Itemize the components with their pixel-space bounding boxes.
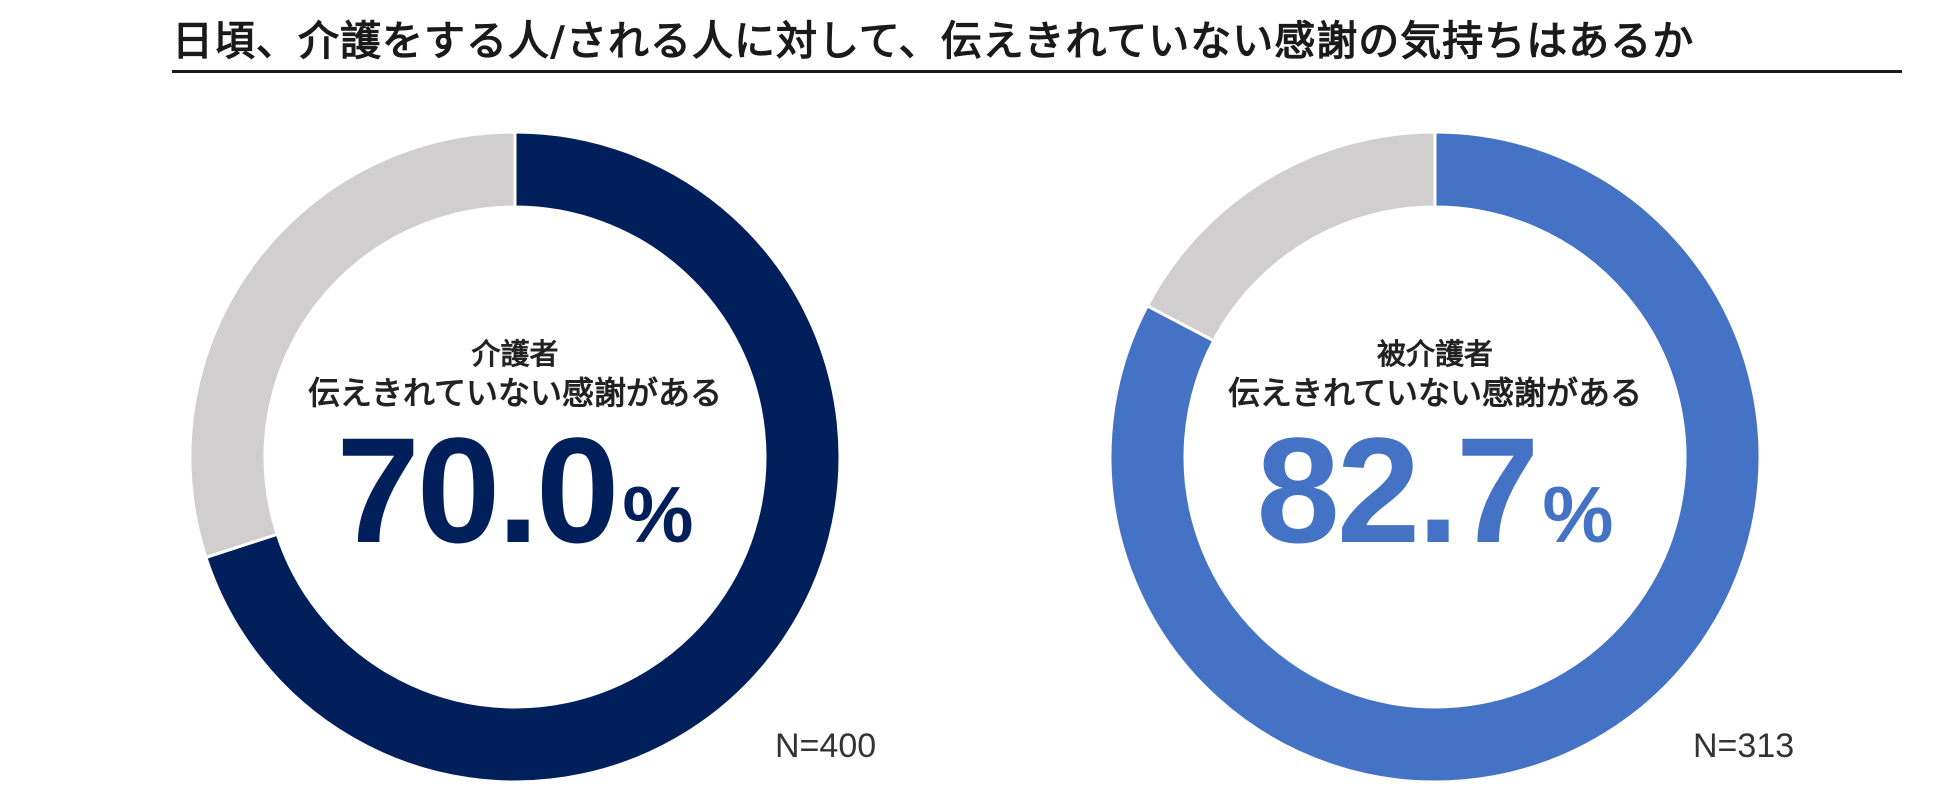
caregiver-percent-value: 70.0 [336, 406, 619, 574]
care-receiver-grateful-slice [1108, 130, 1762, 784]
caregiver-percent: 70.0% [265, 415, 765, 613]
caregiver-donut-svg [188, 130, 842, 784]
care-receiver-percent-unit: % [1542, 470, 1614, 559]
caregiver-sample-size: N=400 [775, 727, 877, 765]
caregiver-percent-unit: % [622, 470, 694, 559]
caregiver-center-subtitle: 伝えきれていない感謝がある [307, 374, 723, 412]
caregiver-center-label: 介護者 伝えきれていない感謝がある 70.0% [265, 335, 765, 613]
care-receiver-donut-svg [1108, 130, 1762, 784]
care-receiver-center-label: 被介護者 伝えきれていない感謝がある 82.7% [1185, 335, 1685, 613]
care-receiver-center-title: 被介護者 [1376, 337, 1493, 371]
page-title: 日頃、介護をする人/される人に対して、伝えきれていない感謝の気持ちはあるか [172, 12, 1902, 73]
caregiver-grateful-slice [204, 130, 842, 784]
caregiver-center-title: 介護者 [471, 337, 559, 371]
caregiver-donut-chart: 介護者 伝えきれていない感謝がある 70.0% N=400 [175, 125, 876, 790]
care-receiver-percent: 82.7% [1185, 415, 1685, 613]
care-receiver-other-slice [1145, 130, 1437, 343]
care-receiver-percent-value: 82.7 [1256, 406, 1539, 574]
care-receiver-donut-chart: 被介護者 伝えきれていない感謝がある 82.7% N=313 [1095, 125, 1794, 790]
care-receiver-sample-size: N=313 [1693, 727, 1795, 765]
caregiver-other-slice [188, 130, 517, 560]
care-receiver-center-subtitle: 伝えきれていない感謝がある [1227, 374, 1643, 412]
